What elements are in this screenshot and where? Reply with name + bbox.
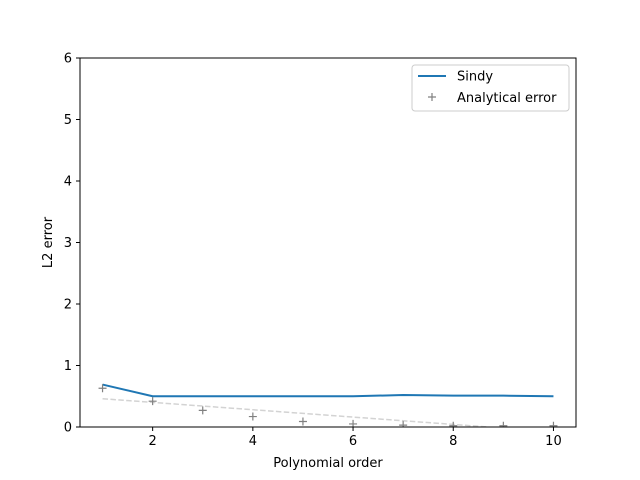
y-axis-ticks: 0 1 2 3 4 5 6 xyxy=(64,52,80,436)
x-tick-label: 10 xyxy=(545,434,562,449)
analytical-error-marker xyxy=(499,421,508,427)
x-tick-label: 6 xyxy=(349,434,357,449)
legend-box xyxy=(411,64,570,112)
x-tick-label: 4 xyxy=(249,434,257,449)
analytical-error-marker xyxy=(98,384,107,393)
legend: Sindy Analytical error xyxy=(411,64,570,112)
analytical-error-marker xyxy=(148,397,157,406)
y-tick-label: 1 xyxy=(64,359,72,374)
plus-marker-icon xyxy=(428,93,436,101)
y-tick-label: 0 xyxy=(64,421,72,436)
y-tick-label: 2 xyxy=(64,298,72,313)
y-tick-label: 5 xyxy=(64,113,72,128)
legend-analytical-swatch xyxy=(428,93,436,101)
analytical-error-marker xyxy=(449,421,458,427)
analytical-error-marker xyxy=(248,412,257,421)
x-tick-label: 8 xyxy=(449,434,457,449)
legend-analytical-label: Analytical error xyxy=(457,91,557,106)
y-tick-label: 6 xyxy=(64,52,72,67)
plot-content xyxy=(98,383,558,427)
y-tick-label: 4 xyxy=(64,175,72,190)
x-axis-ticks: 2 4 6 8 10 xyxy=(149,427,562,449)
analytical-error-marker xyxy=(298,417,307,426)
analytical-error-marker xyxy=(198,406,207,415)
x-tick-label: 2 xyxy=(149,434,157,449)
y-tick-label: 3 xyxy=(64,236,72,251)
analytical-error-marker xyxy=(399,421,408,427)
y-axis-label: L2 error xyxy=(41,216,56,268)
plot-area xyxy=(98,383,558,427)
legend-sindy-label: Sindy xyxy=(457,70,493,85)
x-axis-label: Polynomial order xyxy=(273,456,383,471)
sindy-line xyxy=(102,383,554,398)
trend-line xyxy=(102,397,489,427)
analytical-error-marker xyxy=(549,421,558,427)
